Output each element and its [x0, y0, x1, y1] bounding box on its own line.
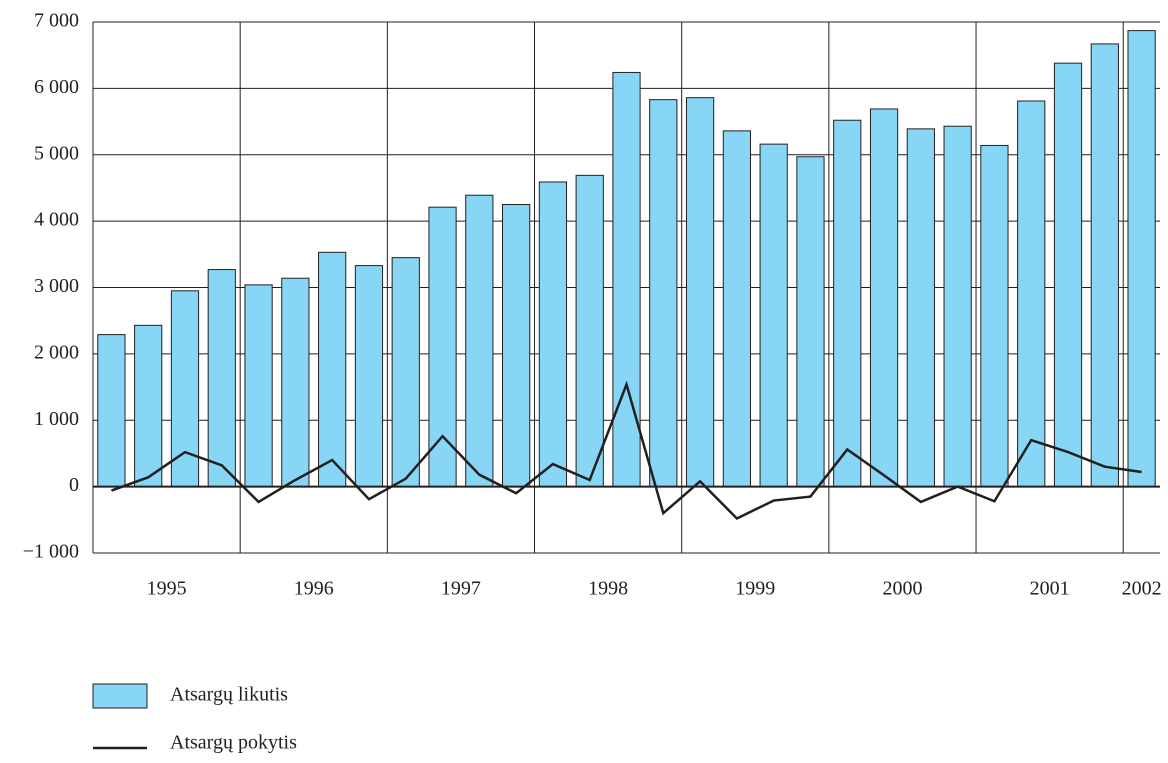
bar	[722, 130, 751, 488]
bar	[244, 284, 273, 488]
x-tick-label: 1996	[294, 578, 334, 600]
bar	[354, 265, 384, 488]
bar	[170, 290, 200, 488]
y-tick-label: 1 000	[34, 408, 79, 430]
bar	[649, 99, 678, 488]
line	[110, 380, 1142, 521]
bar	[1090, 43, 1119, 488]
bar	[502, 204, 531, 488]
bar	[759, 143, 788, 488]
y-tick-label: 4 000	[34, 209, 79, 231]
x-tick-label: 1998	[588, 578, 628, 600]
y-tick-label: 7 000	[34, 10, 79, 32]
bar	[391, 257, 420, 488]
bar	[1053, 62, 1083, 488]
x-tick-label: 1997	[441, 578, 481, 600]
y-tick-label: 2 000	[34, 341, 79, 363]
y-tick-label: 0	[69, 474, 79, 496]
bar	[134, 324, 163, 488]
bar	[97, 334, 126, 488]
x-tick-label: 1999	[735, 578, 775, 600]
bar	[465, 194, 494, 488]
y-tick-label: 6 000	[34, 76, 79, 98]
bar	[906, 128, 935, 488]
bar	[833, 119, 862, 488]
bar	[538, 181, 568, 488]
legend-swatch	[92, 683, 148, 709]
bar	[612, 71, 641, 488]
bar	[207, 269, 236, 488]
legend-label: Atsargų likutis	[170, 684, 288, 706]
x-tick-label: 2002	[1122, 578, 1162, 600]
bar	[575, 174, 604, 488]
bar	[980, 144, 1009, 488]
bar	[281, 277, 310, 488]
y-tick-label: −1 000	[23, 541, 79, 563]
bar	[1127, 30, 1156, 488]
bar	[318, 251, 347, 488]
bar	[685, 97, 715, 488]
x-tick-label: 2000	[882, 578, 922, 600]
bar	[869, 108, 899, 488]
x-tick-label: 1995	[147, 578, 187, 600]
x-tick-label: 2001	[1030, 578, 1070, 600]
bar	[796, 156, 825, 488]
y-tick-label: 3 000	[34, 275, 79, 297]
y-tick-label: 5 000	[34, 142, 79, 164]
bar	[943, 125, 972, 488]
bar	[428, 206, 457, 488]
bar	[1017, 100, 1046, 488]
legend-label: Atsargų pokytis	[170, 732, 297, 754]
